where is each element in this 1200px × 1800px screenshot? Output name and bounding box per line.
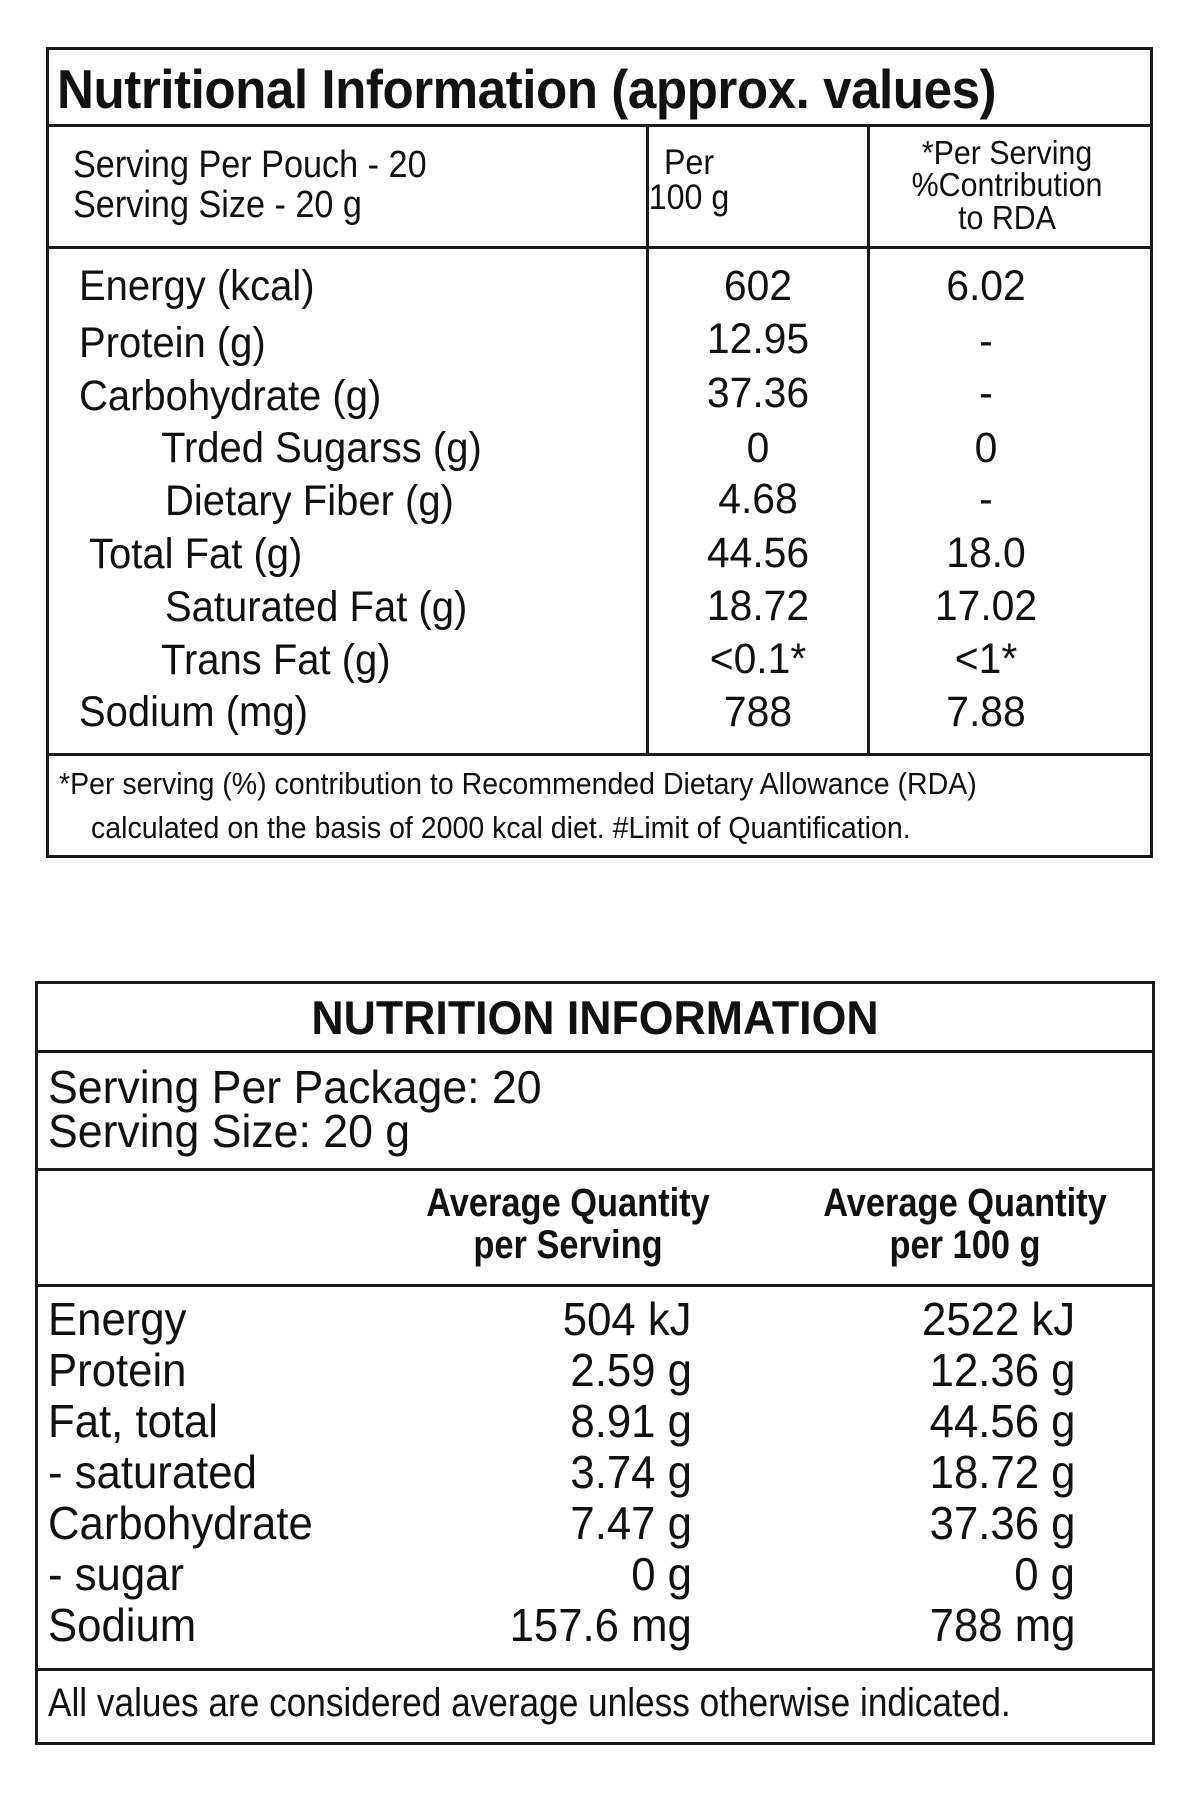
footnote-line-2: calculated on the basis of 2000 kcal die… <box>91 810 911 845</box>
value-per-serving: 7.47 g <box>570 1497 692 1549</box>
divider <box>38 1050 1152 1053</box>
value-per-serving: 2.59 g <box>570 1344 692 1396</box>
row-label-fat-total: Fat, total <box>48 1395 219 1447</box>
value-per-100g: 37.36 <box>706 369 810 417</box>
footnote: All values are considered average unless… <box>48 1681 1011 1725</box>
value-per-100g: 18.72 g <box>929 1446 1075 1498</box>
row-label-total-fat: Total Fat (g) <box>89 530 303 578</box>
divider <box>49 246 1150 249</box>
row-label-protein: Protein (g) <box>79 319 266 367</box>
value-per-100g: 44.56 <box>706 529 810 577</box>
row-label-energy: Energy <box>48 1293 187 1345</box>
value-rda: 18.0 <box>946 529 1026 577</box>
value-rda: - <box>979 475 993 523</box>
serving-size: Serving Size: 20 g <box>48 1105 411 1157</box>
value-rda: 17.02 <box>934 582 1038 630</box>
row-label-sodium: Sodium (mg) <box>79 688 308 736</box>
row-label-saturated: - saturated <box>48 1446 257 1498</box>
value-per-100g: 12.95 <box>706 315 810 363</box>
row-label-energy: Energy (kcal) <box>79 262 315 310</box>
footnote-line-1: *Per serving (%) contribution to Recomme… <box>59 766 977 801</box>
value-per-100g: 44.56 g <box>929 1395 1075 1447</box>
nutrition-panel-intl: NUTRITION INFORMATION Serving Per Packag… <box>35 981 1155 1745</box>
value-per-100g: <0.1* <box>709 635 807 683</box>
value-rda: 6.02 <box>946 262 1026 310</box>
row-label-sodium: Sodium <box>48 1599 197 1651</box>
value-per-100g: 788 mg <box>929 1599 1075 1651</box>
column-header-per-serving: Average Quantity per Serving <box>426 1181 710 1267</box>
value-rda: 0 <box>974 424 998 472</box>
value-per-serving: 3.74 g <box>570 1446 692 1498</box>
column-header-per-100g: Average Quantity per 100 g <box>823 1181 1107 1267</box>
serving-per-package: Serving Per Package: 20 <box>48 1061 542 1113</box>
value-rda: <1* <box>954 635 1018 683</box>
row-label-protein: Protein <box>48 1344 187 1396</box>
row-label-dietary-fiber: Dietary Fiber (g) <box>165 477 454 525</box>
column-header-per-100g: Per 100 g <box>648 143 730 217</box>
value-per-100g: 37.36 g <box>929 1497 1075 1549</box>
nutrition-panel-india: Nutritional Information (approx. values)… <box>46 47 1153 858</box>
value-rda: - <box>979 317 993 365</box>
value-per-serving: 0 g <box>631 1548 692 1600</box>
value-per-100g: 0 g <box>1014 1548 1075 1600</box>
column-divider <box>867 124 870 756</box>
value-rda: 7.88 <box>946 688 1026 736</box>
value-per-100g: 602 <box>723 262 793 310</box>
row-label-added-sugars: Trded Sugarss (g) <box>161 424 482 472</box>
row-label-carbohydrate: Carbohydrate (g) <box>79 372 382 420</box>
row-label-carbohydrate: Carbohydrate <box>48 1497 313 1549</box>
divider <box>49 753 1150 756</box>
serving-size: Serving Size - 20 g <box>73 184 362 226</box>
panel-title: NUTRITION INFORMATION <box>311 991 879 1044</box>
value-per-serving: 504 kJ <box>563 1293 692 1345</box>
column-divider <box>646 124 649 756</box>
value-per-100g: 2522 kJ <box>921 1293 1075 1345</box>
divider <box>38 1168 1152 1171</box>
serving-per-pouch: Serving Per Pouch - 20 <box>73 144 427 186</box>
divider <box>38 1668 1152 1671</box>
value-rda: - <box>979 369 993 417</box>
value-per-100g: 788 <box>723 688 793 736</box>
column-header-rda: *Per Serving %Contribution to RDA <box>911 134 1103 236</box>
row-label-trans-fat: Trans Fat (g) <box>161 636 391 684</box>
row-label-saturated-fat: Saturated Fat (g) <box>165 583 468 631</box>
value-per-100g: 4.68 <box>718 475 798 523</box>
value-per-100g: 18.72 <box>706 582 810 630</box>
value-per-serving: 157.6 mg <box>509 1599 692 1651</box>
row-label-sugar: - sugar <box>48 1548 185 1600</box>
value-per-100g: 12.36 g <box>929 1344 1075 1396</box>
divider <box>38 1284 1152 1287</box>
value-per-serving: 8.91 g <box>570 1395 692 1447</box>
panel-title: Nutritional Information (approx. values) <box>57 58 997 120</box>
value-per-100g: 0 <box>746 424 770 472</box>
divider <box>49 124 1150 127</box>
